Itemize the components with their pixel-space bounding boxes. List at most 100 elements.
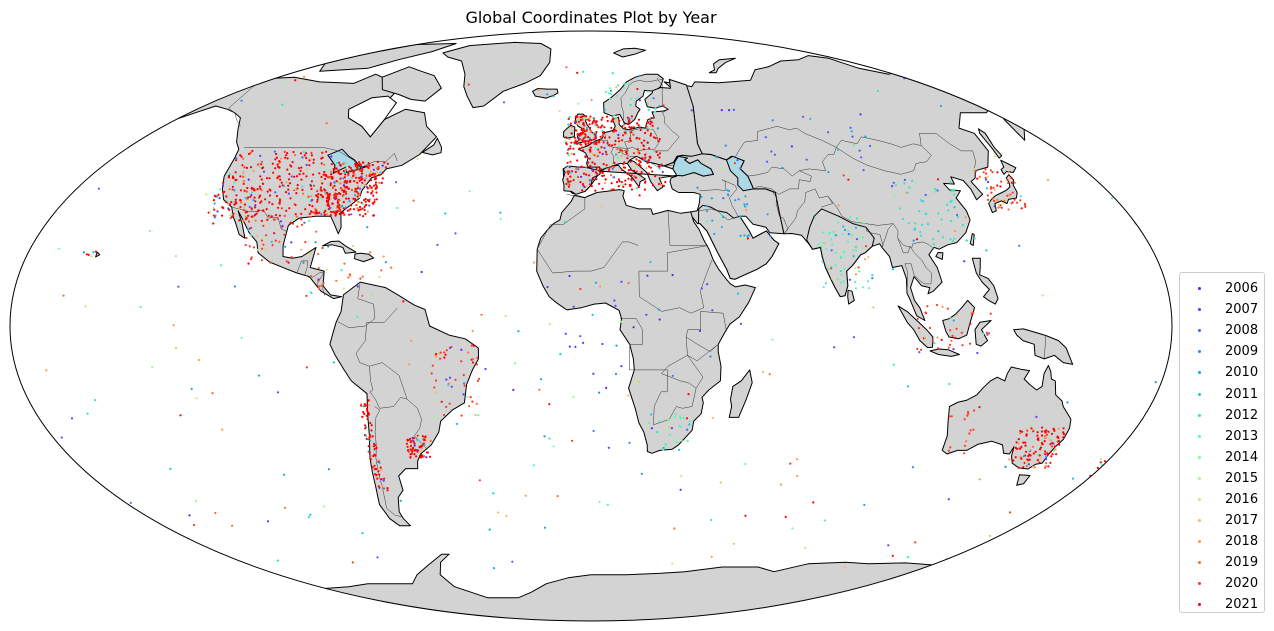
data-point	[610, 120, 613, 123]
data-point	[741, 235, 745, 239]
data-point	[474, 413, 477, 416]
data-point	[260, 219, 263, 222]
border-brazil	[355, 307, 428, 450]
data-point	[647, 421, 651, 424]
data-point	[314, 207, 317, 210]
data-point	[639, 128, 642, 132]
data-point	[372, 172, 375, 175]
data-point	[312, 161, 315, 164]
data-point	[343, 189, 346, 192]
data-point	[433, 386, 436, 389]
legend-label: 2017	[1225, 513, 1259, 529]
data-point	[594, 135, 597, 138]
data-point	[596, 155, 599, 158]
data-point	[680, 439, 683, 442]
data-point	[335, 197, 338, 200]
data-point	[1051, 441, 1054, 444]
data-point	[300, 166, 303, 169]
data-point	[1044, 450, 1047, 453]
data-point	[744, 514, 747, 517]
data-point	[253, 196, 256, 199]
data-point	[963, 260, 966, 263]
data-point	[228, 208, 231, 211]
data-point	[97, 187, 100, 190]
data-point	[622, 185, 625, 188]
data-point	[287, 184, 290, 187]
data-point	[581, 131, 585, 134]
data-point	[926, 305, 929, 308]
data-point	[524, 494, 527, 497]
data-point	[360, 172, 364, 175]
data-point	[1107, 473, 1111, 476]
data-point	[627, 119, 631, 122]
data-point	[989, 312, 992, 315]
data-point	[322, 505, 325, 508]
data-point	[635, 158, 638, 161]
data-point	[463, 384, 466, 387]
data-point	[386, 487, 389, 490]
data-point	[841, 233, 844, 236]
data-point	[139, 306, 142, 309]
data-point	[413, 449, 416, 452]
data-point	[638, 99, 642, 102]
data-point	[321, 151, 324, 154]
data-point	[875, 144, 878, 147]
data-point	[214, 511, 217, 515]
data-point	[914, 541, 917, 544]
data-point	[382, 479, 385, 482]
data-point	[961, 344, 964, 347]
border-africa-west	[536, 194, 639, 274]
data-point	[825, 247, 828, 250]
data-point	[305, 152, 308, 155]
data-point	[373, 198, 376, 201]
data-point	[363, 199, 366, 202]
data-point	[343, 213, 346, 216]
data-point	[1027, 463, 1030, 466]
data-point	[342, 193, 345, 197]
data-point	[330, 163, 333, 166]
data-point	[326, 176, 329, 179]
data-point	[934, 187, 937, 190]
data-point	[658, 156, 661, 159]
data-point	[710, 197, 714, 200]
data-point	[345, 166, 348, 169]
data-point	[739, 234, 742, 237]
data-point	[300, 248, 303, 251]
data-point	[380, 269, 383, 272]
data-point	[1053, 445, 1056, 448]
legend-label: 2014	[1225, 449, 1259, 465]
data-point	[262, 209, 265, 212]
data-point	[632, 326, 635, 329]
data-point	[216, 210, 219, 213]
data-point	[390, 266, 393, 269]
data-point	[968, 432, 971, 435]
data-point	[291, 161, 294, 164]
data-point	[375, 185, 378, 188]
data-point	[647, 108, 650, 111]
data-point	[949, 220, 953, 223]
data-point	[248, 227, 251, 230]
data-point	[817, 243, 820, 246]
data-point	[516, 68, 519, 71]
data-point	[540, 378, 543, 381]
data-point	[1020, 207, 1023, 210]
data-point	[340, 269, 343, 272]
data-point	[86, 412, 89, 415]
data-point	[604, 178, 607, 181]
data-point	[376, 160, 379, 163]
data-point	[585, 144, 588, 147]
data-point	[347, 200, 350, 203]
data-point	[633, 175, 636, 178]
data-point	[950, 415, 953, 418]
data-point	[321, 156, 324, 159]
data-point	[601, 116, 604, 119]
data-point	[222, 206, 225, 210]
data-point	[577, 118, 580, 121]
data-point	[221, 184, 225, 187]
data-point	[325, 150, 328, 153]
data-point	[713, 157, 716, 160]
data-point	[511, 560, 514, 563]
data-point	[358, 187, 362, 190]
data-point	[946, 568, 949, 571]
data-point	[194, 91, 197, 94]
